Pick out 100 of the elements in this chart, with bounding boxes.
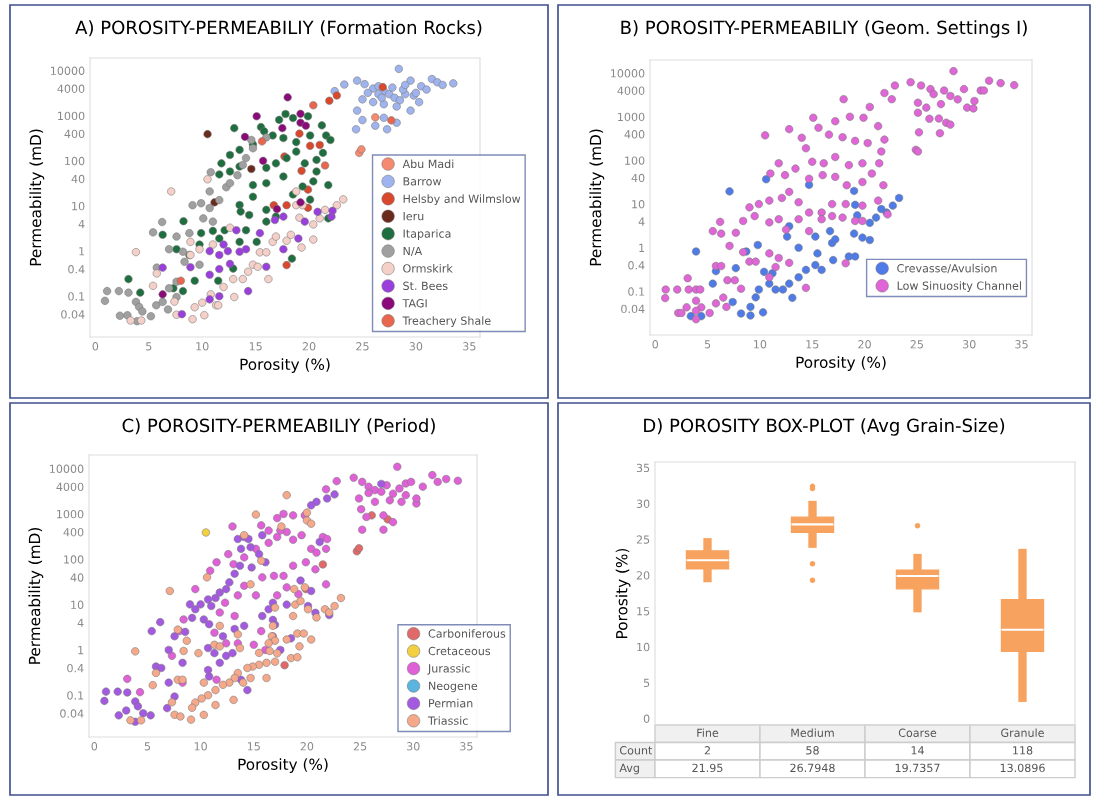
y-tick-label: 10	[71, 600, 84, 609]
legend-label: Triassic	[427, 716, 468, 725]
y-tick-label: 0.04	[61, 310, 85, 319]
legend-label: Ormskirk	[403, 263, 453, 273]
text: 13.0896	[1000, 763, 1045, 773]
y-tick-label: 0.1	[68, 292, 85, 301]
x-tick-label: 35	[463, 342, 476, 351]
y-axis-title: Permeability (mD)	[28, 528, 44, 664]
y-tick-label: 4000	[56, 482, 84, 492]
y-tick-label: 400	[624, 130, 645, 139]
x-tick-label: Granule	[1001, 728, 1044, 737]
x-tick-label: 35	[460, 742, 473, 751]
legend-label: Treachery Shale	[402, 316, 491, 327]
text: 118	[1013, 746, 1033, 755]
x-tick-label: Coarse	[898, 728, 937, 737]
y-tick-label: 25	[636, 535, 650, 544]
legend-label: Abu Madi	[402, 159, 454, 169]
x-tick-label: 15	[806, 340, 819, 349]
y-tick-label: 1	[639, 243, 645, 252]
x-tick-label: 20	[858, 340, 871, 349]
y-tick-label: 40	[71, 174, 85, 184]
legend-label: Jurassic	[427, 663, 470, 675]
y-tick-label: 1	[79, 247, 85, 256]
legend-label: TAGI	[402, 299, 427, 308]
x-tick-label: 5	[704, 340, 711, 349]
y-axis-title: Porosity (%)	[615, 548, 631, 638]
y-tick-label: 10000	[611, 69, 645, 78]
legend-label: Low Sinuosity Channel	[897, 281, 1021, 292]
chart-title: C) POROSITY-PERMEABILIY (Period)	[122, 418, 435, 435]
y-tick-label: 10	[72, 201, 85, 211]
chart-title: B) POROSITY-PERMEABILIY (Geom. Settings I)	[621, 20, 1027, 38]
y-tick-label: 400	[64, 129, 85, 139]
legend-label: St. Bees	[403, 281, 448, 291]
y-tick-label: 100	[625, 156, 645, 165]
legend-label: Helsby and Wilmslow	[403, 194, 521, 206]
y-tick-label: 4000	[617, 86, 645, 95]
y-tick-label: 0.4	[68, 265, 85, 274]
x-tick-label: 30	[962, 340, 976, 349]
legend-label: Carboniferous	[428, 629, 506, 638]
x-tick-label: 25	[910, 340, 923, 349]
text: 2	[704, 746, 710, 755]
y-tick-label: 100	[65, 156, 85, 166]
y-axis-title: Permeability (mD)	[29, 129, 45, 266]
y-tick-label: 1000	[58, 111, 85, 121]
text: 26.7948	[790, 763, 835, 773]
legend-label: Cretaceous	[428, 646, 491, 656]
y-tick-label: 0.1	[67, 691, 84, 700]
legend-label: Permian	[429, 698, 473, 708]
x-tick-label: 30	[407, 742, 420, 751]
chart-title: D) POROSITY BOX-PLOT (Avg Grain-Size)	[644, 418, 1005, 436]
y-tick-label: 0.1	[628, 287, 645, 296]
x-tick-label: 10	[196, 342, 209, 351]
y-tick-label: 15	[637, 607, 650, 616]
legend-label: Ieru	[403, 212, 424, 221]
y-tick-label: 30	[636, 499, 650, 508]
x-tick-label: 10	[194, 742, 207, 751]
x-tick-label: 0	[91, 742, 98, 751]
y-tick-label: 1	[78, 646, 84, 655]
x-tick-label: 35	[1015, 340, 1028, 349]
y-tick-label: 1000	[57, 509, 84, 519]
y-tick-label: 4	[638, 217, 645, 226]
text: Avg	[619, 763, 639, 775]
text: 58	[806, 746, 819, 755]
x-tick-label: 0	[652, 340, 659, 349]
y-tick-label: 20	[636, 571, 650, 580]
y-tick-label: 400	[63, 527, 84, 537]
x-tick-label: 25	[353, 742, 367, 751]
x-tick-label: 20	[302, 342, 316, 351]
y-axis-title: Permeability (mD)	[589, 129, 605, 266]
x-axis-title: Porosity (%)	[238, 758, 328, 773]
legend-label: Itaparica	[403, 229, 451, 240]
y-tick-label: 10	[632, 200, 645, 209]
x-tick-label: 5	[146, 342, 152, 351]
text: 19.7357	[895, 763, 940, 773]
x-axis-title: Porosity (%)	[796, 356, 886, 371]
y-tick-label: 10000	[51, 66, 85, 75]
legend-label: N/A	[403, 246, 423, 257]
x-tick-label: 20	[300, 742, 314, 751]
x-tick-label: 5	[144, 742, 151, 751]
y-tick-label: 0.4	[628, 261, 645, 270]
y-tick-label: 5	[643, 678, 650, 688]
y-tick-label: 10	[637, 642, 650, 652]
legend-label: Barrow	[403, 177, 442, 186]
y-tick-label: 4	[77, 618, 84, 627]
y-tick-label: 40	[70, 573, 84, 582]
y-tick-label: 100	[64, 555, 84, 564]
text: Count	[619, 746, 653, 755]
y-tick-label: 0	[643, 714, 650, 723]
y-tick-label: 0.04	[60, 709, 84, 718]
x-tick-label: 10	[754, 340, 767, 349]
x-tick-label: Fine	[697, 728, 719, 737]
text: 21.95	[692, 763, 723, 773]
x-tick-label: 30	[409, 342, 423, 351]
x-axis-title: Porosity (%)	[240, 358, 330, 373]
legend-label: Crevasse/Avulsion	[897, 263, 997, 274]
y-tick-label: 1000	[618, 112, 645, 122]
x-tick-label: 25	[356, 342, 369, 351]
legend-label: Neogene	[429, 681, 478, 693]
y-tick-label: 10000	[50, 464, 84, 474]
x-tick-label: 15	[247, 742, 260, 751]
